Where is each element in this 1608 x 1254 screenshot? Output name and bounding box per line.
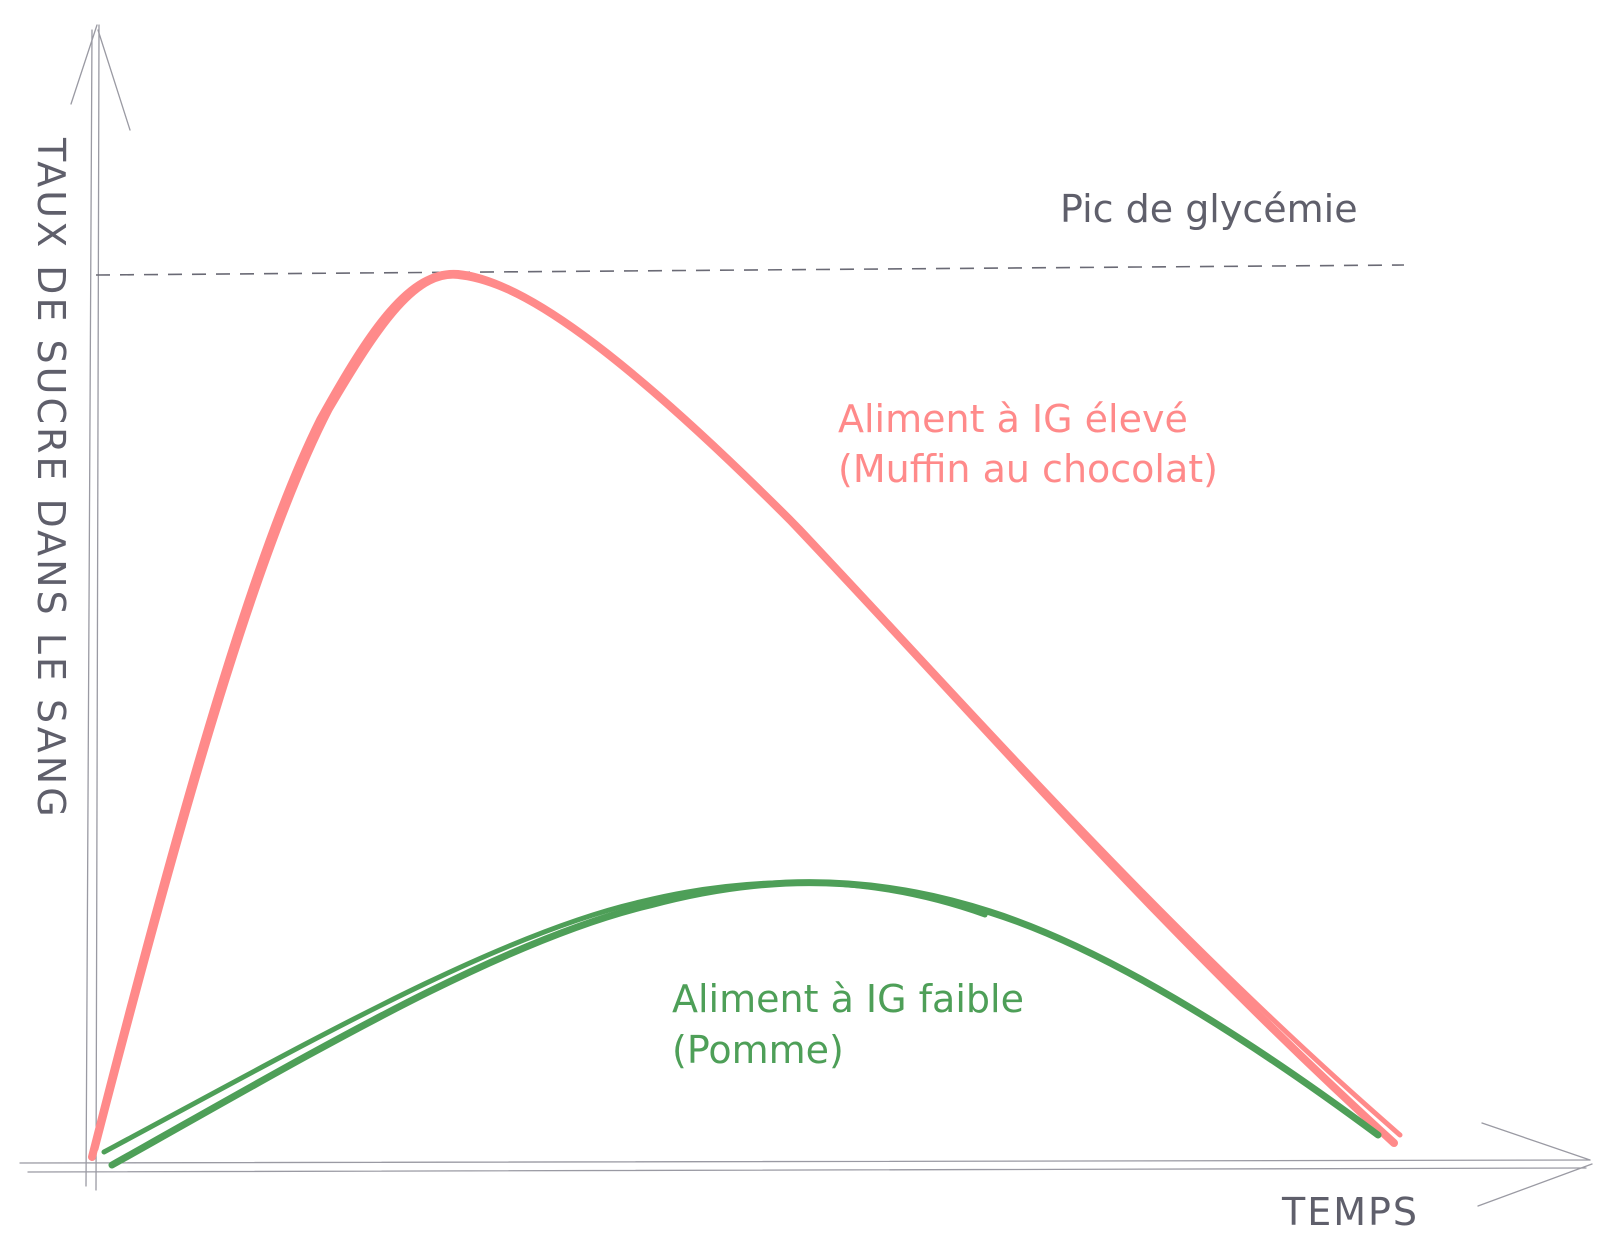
low-gi-label-line2: (Pomme) xyxy=(672,1028,844,1072)
high-gi-label-line2: (Muffin au chocolat) xyxy=(838,447,1218,491)
high-gi-label-line1: Aliment à IG élevé xyxy=(838,397,1188,441)
low-gi-label-line1: Aliment à IG faible xyxy=(672,977,1024,1021)
y-axis xyxy=(70,24,131,1191)
x-axis xyxy=(19,1122,1593,1207)
x-axis-label: TEMPS xyxy=(1281,1190,1419,1234)
low-gi-curve-stroke-2 xyxy=(101,880,988,1155)
low-gi-curve-stroke-1 xyxy=(108,879,1382,1169)
peak-label: Pic de glycémie xyxy=(1060,187,1358,231)
high-gi-curve-stroke-1 xyxy=(88,269,1398,1161)
low-gi-curve xyxy=(101,879,1382,1169)
y-axis-label: TAUX DE SUCRE DANS LE SANG xyxy=(29,137,73,820)
high-gi-curve-stroke-2 xyxy=(93,273,1403,1152)
peak-dashed-line xyxy=(95,264,1405,276)
high-gi-curve xyxy=(88,269,1403,1161)
